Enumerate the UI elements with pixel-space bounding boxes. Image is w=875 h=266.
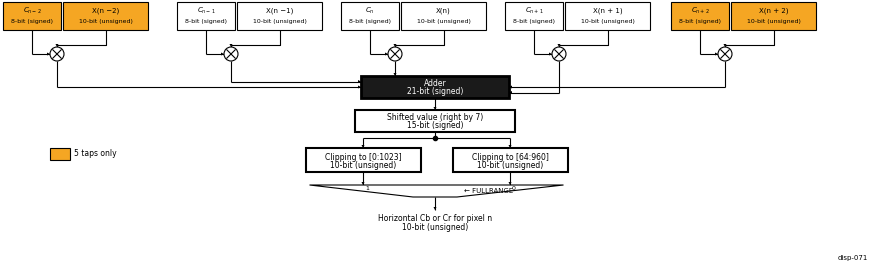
Bar — [355, 110, 515, 132]
Text: $C_{n-1}$: $C_{n-1}$ — [197, 6, 215, 16]
Polygon shape — [433, 107, 437, 110]
Text: Clipping to [64:960]: Clipping to [64:960] — [472, 152, 549, 161]
Text: $C_{n+2}$: $C_{n+2}$ — [690, 6, 710, 16]
Polygon shape — [47, 52, 50, 56]
Polygon shape — [394, 44, 396, 47]
Bar — [305, 148, 421, 172]
Polygon shape — [509, 91, 512, 94]
Bar — [565, 2, 650, 30]
Text: X(n + 2): X(n + 2) — [759, 8, 788, 14]
Bar — [452, 148, 568, 172]
Text: $C_{n}$: $C_{n}$ — [365, 6, 374, 16]
Text: $C_{n-2}$: $C_{n-2}$ — [23, 6, 41, 16]
Polygon shape — [221, 52, 224, 56]
Circle shape — [224, 47, 238, 61]
Text: 10-bit (unsigned): 10-bit (unsigned) — [79, 19, 132, 23]
Bar — [341, 2, 399, 30]
Polygon shape — [508, 182, 512, 185]
Text: 0: 0 — [512, 186, 516, 192]
Text: Shifted value (right by 7): Shifted value (right by 7) — [387, 114, 483, 123]
Text: 10-bit (unsigned): 10-bit (unsigned) — [746, 19, 801, 23]
Text: 8-bit (signed): 8-bit (signed) — [185, 19, 227, 23]
Polygon shape — [229, 44, 233, 47]
Polygon shape — [310, 185, 564, 197]
Text: 10-bit (unsigned): 10-bit (unsigned) — [253, 19, 306, 23]
Bar — [505, 2, 563, 30]
Circle shape — [718, 47, 732, 61]
Polygon shape — [385, 52, 388, 56]
Text: 10-bit (unsigned): 10-bit (unsigned) — [402, 223, 468, 232]
Bar — [237, 2, 322, 30]
Text: Horizontal Cb or Cr for pixel n: Horizontal Cb or Cr for pixel n — [378, 214, 492, 223]
Bar — [63, 2, 148, 30]
Circle shape — [388, 47, 402, 61]
Text: 8-bit (signed): 8-bit (signed) — [349, 19, 391, 23]
Text: 21-bit (signed): 21-bit (signed) — [407, 88, 463, 97]
Polygon shape — [715, 52, 718, 56]
Polygon shape — [508, 145, 512, 148]
Bar — [50, 148, 70, 160]
Bar — [401, 2, 486, 30]
Text: 10-bit (unsigned): 10-bit (unsigned) — [581, 19, 634, 23]
Text: 10-bit (unsigned): 10-bit (unsigned) — [416, 19, 471, 23]
Polygon shape — [433, 207, 437, 210]
Text: 1: 1 — [365, 186, 369, 192]
Text: 8-bit (signed): 8-bit (signed) — [679, 19, 721, 23]
Polygon shape — [358, 80, 361, 83]
Polygon shape — [394, 73, 396, 76]
Text: 8-bit (signed): 8-bit (signed) — [513, 19, 555, 23]
Polygon shape — [557, 44, 561, 47]
Text: 8-bit (signed): 8-bit (signed) — [11, 19, 53, 23]
Polygon shape — [724, 44, 726, 47]
Text: Clipping to [0:1023]: Clipping to [0:1023] — [325, 152, 402, 161]
Text: ← FULLRANGE: ← FULLRANGE — [464, 188, 514, 194]
Bar — [361, 76, 509, 98]
Bar — [671, 2, 729, 30]
Bar — [731, 2, 816, 30]
Text: Adder: Adder — [424, 80, 446, 89]
Bar — [3, 2, 61, 30]
Polygon shape — [361, 145, 365, 148]
Polygon shape — [358, 85, 361, 89]
Text: 15-bit (signed): 15-bit (signed) — [407, 122, 463, 131]
Text: $C_{n+1}$: $C_{n+1}$ — [525, 6, 543, 16]
Text: X(n −2): X(n −2) — [92, 8, 119, 14]
Circle shape — [50, 47, 64, 61]
Text: 10-bit (unsigned): 10-bit (unsigned) — [330, 160, 396, 169]
Polygon shape — [55, 44, 59, 47]
Bar — [177, 2, 235, 30]
Text: X(n −1): X(n −1) — [266, 8, 293, 14]
Text: X(n + 1): X(n + 1) — [592, 8, 622, 14]
Text: 10-bit (unsigned): 10-bit (unsigned) — [477, 160, 543, 169]
Text: disp-071: disp-071 — [837, 255, 868, 261]
Polygon shape — [361, 182, 365, 185]
Circle shape — [552, 47, 566, 61]
Text: 5 taps only: 5 taps only — [74, 149, 116, 159]
Text: X(n): X(n) — [436, 8, 451, 14]
Polygon shape — [509, 85, 512, 89]
Polygon shape — [549, 52, 552, 56]
